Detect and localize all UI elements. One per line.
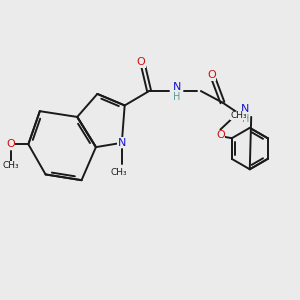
Text: O: O <box>137 57 146 67</box>
Text: O: O <box>207 70 216 80</box>
Text: CH₃: CH₃ <box>2 161 19 170</box>
Text: CH₃: CH₃ <box>230 111 247 120</box>
Text: O: O <box>6 139 15 149</box>
Text: O: O <box>216 130 225 140</box>
Text: N: N <box>118 138 126 148</box>
Text: H: H <box>173 92 181 102</box>
Text: H: H <box>242 114 249 124</box>
Text: N: N <box>173 82 181 92</box>
Text: CH₃: CH₃ <box>110 168 127 177</box>
Text: N: N <box>241 104 250 114</box>
